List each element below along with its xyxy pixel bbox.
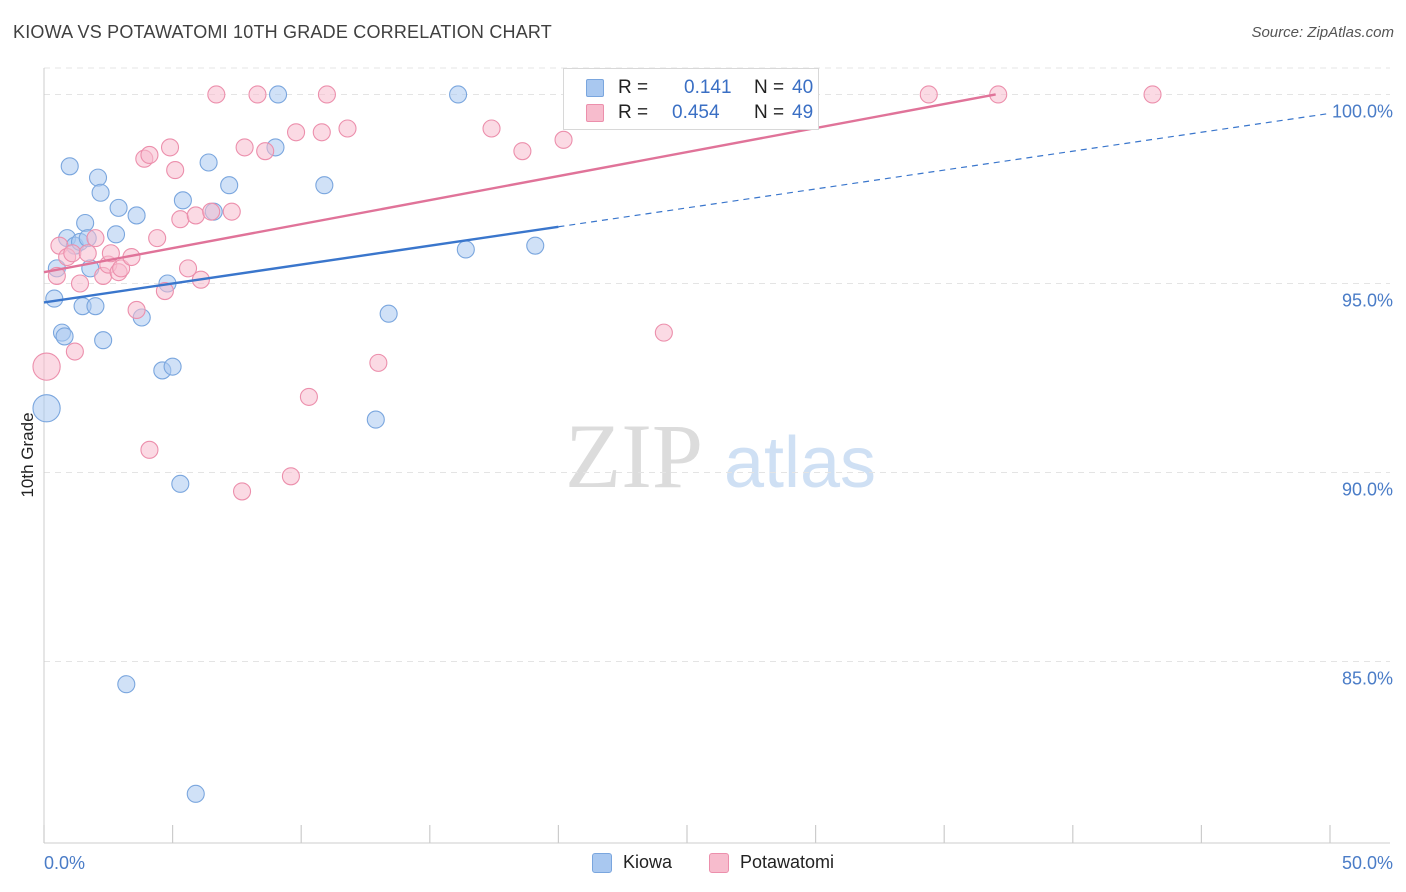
data-point-kiowa [109,198,128,217]
stats-swatch-kiowa [586,79,604,97]
source-label: Source: ZipAtlas.com [1251,24,1394,41]
data-point-kiowa [45,289,64,308]
data-point-kiowa [94,331,113,350]
chart-title: KIOWA VS POTAWATOMI 10TH GRADE CORRELATI… [13,22,553,42]
data-point-potawatomi [166,161,185,180]
stats-r-value: 0.141 [684,77,732,98]
data-point-kiowa [173,191,192,210]
data-point-potawatomi [369,353,388,372]
data-point-potawatomi [65,342,84,361]
trend-extension-kiowa [558,112,1331,228]
legend-label-potawatomi: Potawatomi [740,852,835,872]
data-point-potawatomi [63,244,82,263]
data-point-potawatomi [112,259,131,278]
legend-label-kiowa: Kiowa [623,852,673,872]
data-point-potawatomi [127,300,146,320]
data-point-potawatomi [160,138,180,157]
data-point-kiowa [526,236,545,255]
data-point-potawatomi [222,202,241,221]
data-point-kiowa [449,85,468,104]
legend-swatch-potawatomi [709,853,729,873]
stats-n-label: N = [754,77,785,98]
data-point-potawatomi [281,467,300,486]
data-point-potawatomi [338,119,357,138]
data-point-potawatomi [32,352,61,381]
data-point-kiowa [60,157,79,176]
data-point-kiowa [117,675,136,694]
data-point-potawatomi [86,229,105,248]
data-point-kiowa [106,225,126,244]
data-point-kiowa [76,213,95,233]
data-point-potawatomi [299,387,318,406]
stats-n-value: 40 [792,77,814,98]
data-point-potawatomi [186,206,205,225]
data-point-kiowa [32,394,61,423]
data-point-potawatomi [232,482,252,501]
stats-r-label: R = [618,102,649,123]
data-point-potawatomi [235,138,254,157]
stats-swatch-potawatomi [586,104,604,122]
data-point-potawatomi [256,142,275,161]
data-point-potawatomi [482,119,501,138]
data-point-potawatomi [312,123,331,142]
data-point-potawatomi [171,210,190,229]
trend-line-potawatomi [43,93,996,274]
data-point-potawatomi [654,323,673,342]
data-point-kiowa [315,176,334,195]
data-point-potawatomi [178,259,198,278]
y-tick-label: 85.0% [1342,669,1393,689]
data-point-potawatomi [248,85,267,104]
data-point-kiowa [269,85,288,104]
data-point-potawatomi [140,145,159,165]
trend-line-kiowa [43,225,559,304]
data-point-potawatomi [140,440,159,459]
data-point-potawatomi [1143,85,1162,104]
data-point-potawatomi [148,229,167,248]
data-point-potawatomi [207,85,226,104]
data-point-kiowa [220,176,239,195]
data-point-kiowa [199,153,218,172]
x-tick-label: 0.0% [44,853,85,873]
data-point-potawatomi [101,244,120,263]
data-point-potawatomi [317,85,336,104]
stats-r-label: R = [618,77,649,98]
watermark-atlas: atlas [724,423,876,503]
data-point-potawatomi [919,85,938,104]
data-point-kiowa [456,240,475,259]
data-point-potawatomi [513,142,532,161]
data-point-kiowa [91,183,110,202]
stats-box: R = 0.141 N = 40 R = 0.454 N = 49 [563,68,819,130]
legend-swatch-kiowa [592,853,612,873]
data-point-kiowa [366,410,385,429]
data-point-kiowa [186,784,205,803]
data-point-potawatomi [70,274,90,293]
stats-r-value: 0.454 [672,102,720,123]
y-tick-label: 95.0% [1342,290,1393,310]
data-point-kiowa [171,474,190,493]
data-point-kiowa [86,297,105,316]
y-tick-label: 90.0% [1342,480,1393,500]
data-point-potawatomi [202,202,221,221]
stats-n-value: 49 [792,102,814,123]
data-point-potawatomi [287,123,306,142]
data-point-kiowa [163,357,182,376]
data-point-kiowa [127,206,146,225]
data-point-potawatomi [554,130,573,149]
watermark-zip: ZIP [565,405,703,507]
data-point-kiowa [88,168,108,187]
data-point-potawatomi [78,244,97,263]
data-point-potawatomi [155,281,174,301]
stats-n-label: N = [754,102,785,123]
data-point-kiowa [379,304,398,323]
y-tick-label: 100.0% [1332,101,1393,121]
data-point-kiowa [55,327,74,346]
x-tick-label: 50.0% [1342,853,1393,873]
